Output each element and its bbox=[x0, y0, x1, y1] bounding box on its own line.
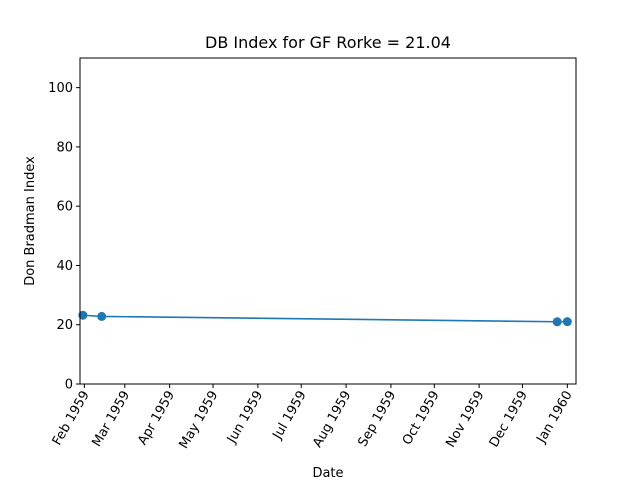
y-tick-label: 100 bbox=[48, 81, 73, 96]
data-point bbox=[78, 310, 88, 320]
data-point bbox=[562, 317, 572, 327]
y-tick-label: 60 bbox=[56, 200, 73, 215]
plot-area-frame bbox=[79, 57, 577, 385]
chart-title: DB Index for GF Rorke = 21.04 bbox=[205, 33, 451, 52]
y-tick-label: 40 bbox=[56, 259, 73, 274]
y-axis-label: Don Bradman Index bbox=[23, 156, 38, 286]
x-axis-label: Date bbox=[312, 466, 343, 480]
data-point bbox=[97, 311, 107, 321]
y-tick-label: 20 bbox=[56, 318, 73, 333]
series-line bbox=[82, 314, 568, 323]
y-tick-label: 80 bbox=[56, 140, 73, 155]
data-point bbox=[552, 317, 562, 327]
y-tick-label: 0 bbox=[65, 378, 73, 393]
